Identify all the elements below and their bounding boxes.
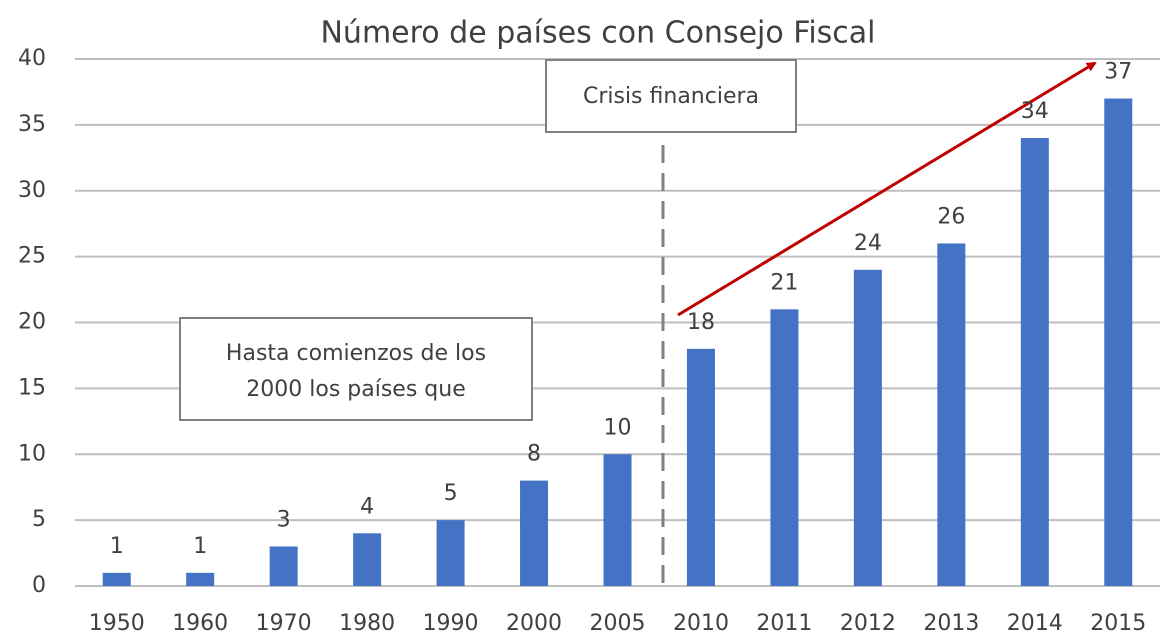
annotation-text: Crisis financiera: [583, 84, 759, 109]
bar: [937, 243, 966, 586]
data-label: 1: [193, 534, 207, 559]
bar: [353, 533, 382, 586]
y-tick-label: 20: [18, 310, 46, 335]
chart-title: Número de países con Consejo Fiscal: [320, 16, 875, 51]
data-label: 3: [277, 507, 291, 532]
trend-arrow: [677, 61, 1097, 317]
data-label: 37: [1104, 60, 1132, 85]
x-tick-label: 2005: [590, 611, 646, 636]
data-label: 24: [854, 231, 882, 256]
x-tick-label: 2000: [506, 611, 562, 636]
bar: [603, 454, 632, 586]
annotation-text: 2000 los países que: [246, 377, 465, 402]
bar: [770, 309, 799, 586]
bar: [102, 572, 131, 586]
y-tick-label: 15: [18, 375, 46, 400]
data-label: 21: [770, 270, 798, 295]
data-label: 5: [444, 481, 458, 506]
y-tick-label: 10: [18, 441, 46, 466]
data-label: 18: [687, 310, 715, 335]
y-tick-label: 30: [18, 178, 46, 203]
x-tick-label: 1980: [339, 611, 395, 636]
data-label: 8: [527, 442, 541, 467]
bar: [269, 546, 298, 586]
bar: [186, 572, 215, 586]
x-tick-label: 2014: [1007, 611, 1063, 636]
y-tick-label: 25: [18, 244, 46, 269]
y-tick-label: 0: [32, 573, 46, 598]
x-tick-label: 1970: [256, 611, 312, 636]
bar: [853, 269, 882, 586]
data-label: 10: [604, 415, 632, 440]
bar: [1104, 98, 1133, 587]
y-tick-label: 40: [18, 46, 46, 71]
bar: [436, 520, 465, 586]
annotation-text: Hasta comienzos de los: [226, 341, 486, 366]
data-label: 4: [360, 494, 374, 519]
x-tick-label: 2013: [923, 611, 979, 636]
bars: [102, 98, 1133, 587]
annotation-box: [545, 59, 797, 133]
x-tick-label: 2015: [1090, 611, 1146, 636]
x-tick-label: 1950: [89, 611, 145, 636]
x-tick-label: 2010: [673, 611, 729, 636]
data-label: 34: [1021, 99, 1049, 124]
y-tick-label: 5: [32, 507, 46, 532]
bar: [520, 480, 549, 586]
bar: [1020, 138, 1049, 587]
data-label: 26: [937, 204, 965, 229]
y-tick-label: 35: [18, 112, 46, 137]
bar: [686, 348, 715, 586]
x-tick-label: 1960: [172, 611, 228, 636]
x-tick-label: 1990: [423, 611, 479, 636]
x-tick-label: 2012: [840, 611, 896, 636]
annotation-box: [179, 317, 533, 421]
x-tick-label: 2011: [756, 611, 812, 636]
data-label: 1: [110, 534, 124, 559]
